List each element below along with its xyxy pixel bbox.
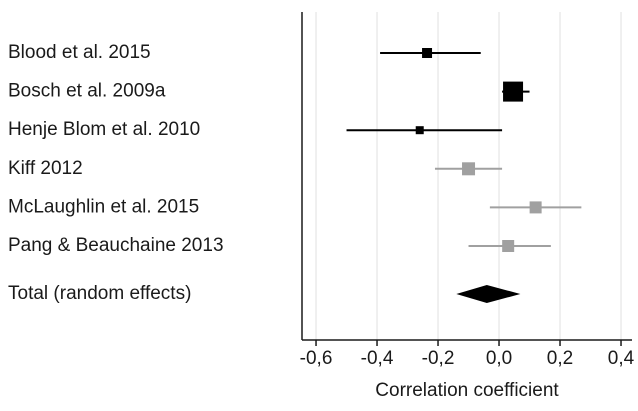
study-label: Kiff 2012 — [8, 158, 83, 179]
x-tick-label: -0,4 — [361, 348, 394, 369]
study-label: Bosch et al. 2009a — [8, 81, 166, 102]
effect-square — [462, 162, 476, 176]
effect-square — [529, 201, 542, 214]
effect-square — [502, 240, 515, 252]
study-label: McLaughlin et al. 2015 — [8, 196, 199, 217]
x-tick-label: -0,2 — [422, 348, 455, 369]
total-label: Total (random effects) — [8, 283, 191, 304]
effect-square — [422, 48, 433, 58]
x-tick-label: 0,2 — [547, 348, 573, 369]
study-label: Blood et al. 2015 — [8, 42, 151, 63]
effect-square — [503, 81, 524, 102]
effect-square — [415, 126, 424, 135]
x-tick-label: 0,0 — [486, 348, 512, 369]
x-axis-label: Correlation coefficient — [375, 380, 559, 401]
study-label: Henje Blom et al. 2010 — [8, 119, 200, 140]
x-tick-label: 0,4 — [608, 348, 635, 369]
summary-diamond — [456, 285, 521, 303]
x-tick-label: -0,6 — [300, 348, 333, 369]
study-label: Pang & Beauchaine 2013 — [8, 235, 224, 256]
